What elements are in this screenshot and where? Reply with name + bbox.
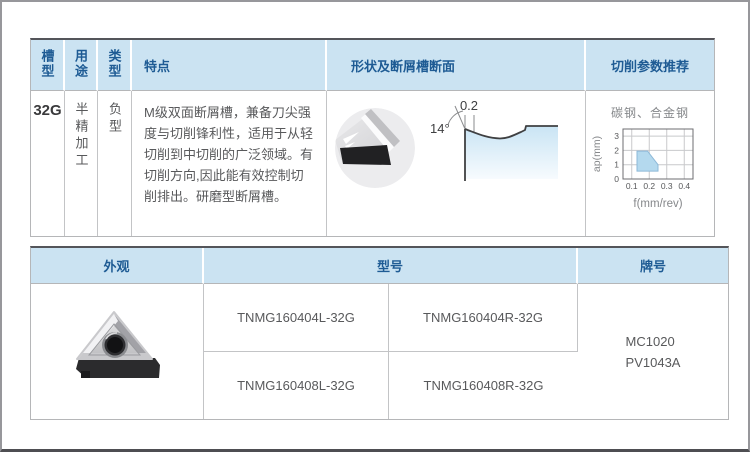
model-cell: TNMG160404R-32G bbox=[389, 284, 579, 352]
col-header-model: 型号 bbox=[204, 248, 579, 284]
cutting-range-chart: 0.1 0.2 0.3 0.4 0 1 2 3 ap(mm) f(mm/rev) bbox=[591, 128, 694, 210]
slot-type-value: 32G bbox=[31, 91, 65, 236]
spec-table: 槽型 用途 类型 特点 形状及断屑槽断面 切削参数推荐 32G 半精加工 负型 … bbox=[30, 38, 715, 237]
svg-text:2: 2 bbox=[614, 145, 619, 155]
model-row-2: TNMG160408L-32G TNMG160408R-32G bbox=[31, 352, 728, 419]
col-header-shape-section: 形状及断屑槽断面 bbox=[327, 40, 586, 91]
spec-header-row: 槽型 用途 类型 特点 形状及断屑槽断面 切削参数推荐 bbox=[31, 40, 714, 91]
features-cell: M级双面断屑槽，兼备刀尖强度与切削锋利性，适用于从轻切削到中切削的广泛领域。有切… bbox=[132, 91, 327, 236]
model-cell: TNMG160404L-32G bbox=[204, 284, 389, 352]
section-fill bbox=[465, 126, 558, 179]
svg-text:0.3: 0.3 bbox=[661, 181, 673, 191]
spec-data-row: 32G 半精加工 负型 M级双面断屑槽，兼备刀尖强度与切削锋利性，适用于从轻切削… bbox=[31, 91, 714, 236]
svg-text:3: 3 bbox=[614, 131, 619, 141]
plot-area-border bbox=[622, 128, 694, 180]
shape-section-cell: 0.2 14° bbox=[327, 91, 586, 236]
model-table: 外观 型号 牌号 bbox=[30, 246, 730, 420]
insert-photo bbox=[76, 311, 160, 378]
section-outline bbox=[464, 125, 558, 140]
features-text: M级双面断屑槽，兼备刀尖强度与切削锋利性，适用于从轻切削到中切削的广泛领域。有切… bbox=[144, 105, 314, 205]
chart-tick-labels: 0.1 0.2 0.3 0.4 0 1 2 3 bbox=[614, 131, 690, 191]
recommended-range-region bbox=[636, 150, 659, 172]
col-header-slot-type: 槽型 bbox=[31, 40, 65, 91]
grade-cell: MC1020 PV1043A bbox=[578, 284, 729, 419]
y-axis-label: ap(mm) bbox=[591, 136, 603, 172]
insert-base bbox=[76, 358, 160, 378]
col-header-class: 类型 bbox=[98, 40, 132, 91]
appearance-cell bbox=[31, 284, 204, 419]
col-header-grade: 牌号 bbox=[578, 248, 729, 284]
svg-text:0: 0 bbox=[614, 174, 619, 184]
col-header-class-label: 类型 bbox=[106, 48, 122, 79]
svg-text:0.1: 0.1 bbox=[626, 181, 638, 191]
model-cell: TNMG160408R-32G bbox=[389, 352, 579, 419]
chart-title: 碳钢、合金钢 bbox=[610, 106, 689, 120]
x-axis-label: f(mm/rev) bbox=[633, 198, 682, 210]
svg-text:1: 1 bbox=[614, 160, 619, 170]
model-row-1: TNMG160404L-32G TNMG160404R-32G MC1020 P… bbox=[31, 284, 729, 419]
usage-value: 半精加工 bbox=[73, 102, 89, 170]
col-header-appearance: 外观 bbox=[31, 248, 204, 284]
svg-text:0.2: 0.2 bbox=[643, 181, 655, 191]
class-value: 负型 bbox=[107, 102, 122, 136]
insert-corner-photo bbox=[335, 108, 415, 188]
col-header-usage-label: 用途 bbox=[73, 48, 88, 79]
model-header-row: 外观 型号 牌号 bbox=[31, 248, 729, 284]
col-header-cutting-params: 切削参数推荐 bbox=[586, 40, 714, 91]
col-header-features: 特点 bbox=[132, 40, 327, 91]
rake-angle-label: 14° bbox=[430, 121, 450, 136]
center-hole bbox=[107, 337, 123, 353]
svg-text:0.4: 0.4 bbox=[678, 181, 690, 191]
class-cell: 负型 bbox=[98, 91, 132, 236]
col-header-slot-type-label: 槽型 bbox=[39, 48, 55, 79]
grade-value: MC1020 bbox=[625, 333, 675, 349]
usage-cell: 半精加工 bbox=[65, 91, 98, 236]
model-cell: TNMG160408L-32G bbox=[204, 352, 389, 419]
land-width-label: 0.2 bbox=[460, 98, 478, 113]
cutting-params-cell: 碳钢、合金钢 0.1 0.2 0.3 0.4 0 1 2 3 ap(mm) f(mm/rev) bbox=[586, 91, 714, 236]
insert-flank-edge bbox=[340, 145, 391, 165]
col-header-usage: 用途 bbox=[65, 40, 98, 91]
grade-value: PV1043A bbox=[625, 354, 681, 370]
angle-arc bbox=[447, 110, 464, 126]
chipbreaker-cross-section: 0.2 14° bbox=[430, 98, 558, 181]
